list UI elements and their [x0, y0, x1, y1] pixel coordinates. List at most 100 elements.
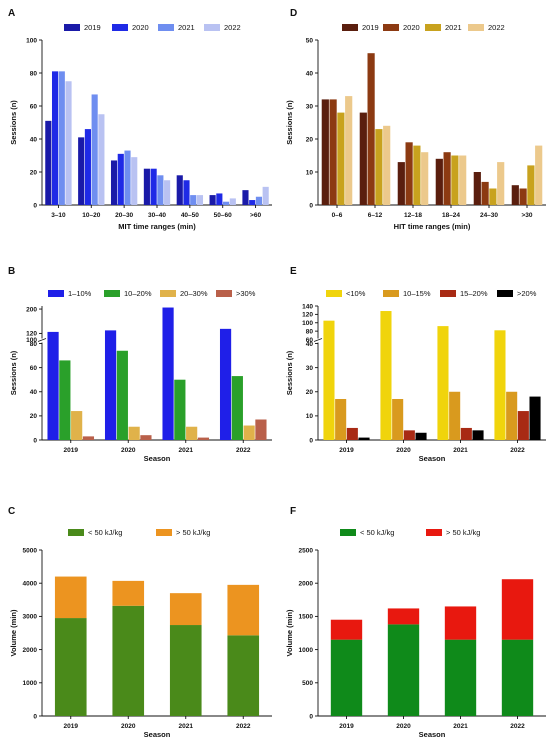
y-tick-label: 20: [306, 136, 314, 143]
bar-a-30–40-s0: [143, 168, 150, 205]
bar-a-10–20-s3: [98, 114, 105, 205]
axis-break-mark: [313, 338, 323, 342]
bar-e-2021-s1: [449, 391, 461, 440]
x-tick-label: 2019: [64, 723, 79, 730]
bar-a->60-s2: [255, 196, 263, 205]
x-axis-label: Season: [144, 454, 171, 463]
panel-d: D 0 10 20 30 40 50 0–6 6–12 12–18 18–24 24–30 >30 HIT…: [285, 8, 546, 231]
bar-e-2019-s1: [335, 398, 347, 440]
bar-e-2020-s1: [392, 398, 404, 440]
y-tick-label: 50: [306, 37, 314, 44]
bar-a-40–50-s3: [196, 195, 204, 205]
x-tick-label: 2020: [396, 447, 411, 454]
y-tick-label: 10: [306, 169, 314, 176]
bar-e-2022-s3: [529, 396, 541, 440]
bar-a->60-s0: [242, 190, 249, 205]
legend-label: 2019: [84, 23, 101, 32]
y-tick-label: 80: [306, 328, 314, 335]
bar-a-20–30-s3: [131, 157, 138, 205]
x-tick-label: 2019: [339, 723, 354, 730]
bar-e-2020-s0: [380, 311, 392, 440]
x-axis-label: Season: [419, 730, 446, 739]
bar-b-2022-s2: [243, 425, 255, 440]
legend-swatch: [158, 24, 174, 31]
legend-label: 20–30%: [180, 289, 208, 298]
bar-e-2022-s1: [506, 391, 518, 440]
bar-a-40–50-s1: [183, 180, 190, 205]
bar-f-2019-s1: [330, 619, 363, 640]
bar-b-2020-s1: [116, 350, 128, 440]
bar-a-3–10-s0: [45, 120, 52, 205]
y-tick-label: 200: [26, 306, 37, 313]
x-tick-label: >60: [250, 212, 261, 219]
legend-swatch: [468, 24, 484, 31]
x-axis-label: Season: [144, 730, 171, 739]
bar-f-2022-s1: [501, 579, 534, 640]
legend-label: 15–20%: [460, 289, 488, 298]
y-tick-label: 500: [302, 680, 313, 687]
y-tick-label: 60: [30, 103, 38, 110]
bar-a-30–40-s2: [157, 175, 164, 205]
x-tick-label: 3–10: [51, 212, 66, 219]
panel-label: C: [8, 506, 15, 517]
x-tick-label: 40–50: [181, 212, 199, 219]
bar-b-2019-s3: [82, 436, 95, 440]
x-tick-label: >30: [521, 212, 532, 219]
y-tick-label: 0: [309, 437, 313, 444]
x-tick-label: 2021: [453, 723, 468, 730]
y-tick-label: 1000: [299, 647, 314, 654]
bar-b-2022-s1: [231, 376, 243, 440]
bar-a-50–60-s2: [223, 201, 230, 205]
legend-swatch: [497, 290, 513, 297]
legend-swatch: [216, 290, 232, 297]
legend-label: > 50 kJ/kg: [446, 528, 480, 537]
x-tick-label: 50–60: [214, 212, 232, 219]
bar-a-10–20-s2: [91, 94, 98, 205]
y-tick-label: 2500: [299, 547, 314, 554]
legend-label: >30%: [236, 289, 256, 298]
bar-c-2021-s0: [169, 625, 202, 716]
y-tick-label: 4000: [23, 581, 38, 588]
bar-c-2021-s1: [169, 593, 202, 626]
y-tick-label: 20: [306, 389, 314, 396]
bar-b-2019-s2: [71, 411, 83, 440]
bar-f-2021-s1: [444, 606, 477, 640]
x-tick-label: 2019: [64, 447, 79, 454]
bar-b-2022-s3: [255, 419, 267, 440]
bar-c-2020-s1: [112, 580, 145, 606]
bar-d-12–18-s0: [397, 162, 405, 205]
y-tick-label: 20: [30, 413, 38, 420]
y-tick-label: 100: [26, 337, 37, 344]
bar-d-0–6-s2: [337, 112, 345, 205]
y-tick-label: 20: [30, 169, 38, 176]
y-axis-label: Sessions (n): [9, 100, 18, 145]
bar-a-20–30-s0: [110, 160, 118, 205]
y-tick-label: 120: [26, 331, 37, 338]
bar-e-2019-s2: [346, 427, 358, 440]
y-axis-label: Sessions (n): [285, 350, 294, 395]
bar-f-2021-s0: [444, 639, 477, 716]
axis-break: [314, 338, 322, 343]
x-tick-label: 2021: [179, 447, 194, 454]
bar-f-2022-s0: [501, 639, 534, 716]
bar-c-2020-s0: [112, 605, 145, 716]
legend-label: <10%: [346, 289, 366, 298]
y-tick-label: 2000: [23, 647, 38, 654]
y-axis-label: Volume (min): [285, 609, 294, 656]
bar-b-2020-s0: [104, 330, 117, 440]
y-tick-label: 100: [26, 37, 37, 44]
bar-d->30-s3: [535, 145, 543, 205]
bar-e-2019-s3: [358, 437, 370, 440]
x-tick-label: 12–18: [404, 212, 422, 219]
bar-b-2021-s0: [162, 307, 174, 440]
axis-break: [38, 338, 46, 343]
panel-f: F 0 500 1000 1500 2000 2500 2019 2020 2021 2022 Sea…: [285, 506, 546, 739]
legend-label: 2020: [132, 23, 149, 32]
x-tick-label: 2022: [236, 447, 251, 454]
x-tick-label: 18–24: [442, 212, 460, 219]
bar-b-2019-s1: [59, 360, 71, 440]
bar-d-12–18-s1: [405, 142, 413, 205]
x-axis-label: HIT time ranges (min): [394, 222, 471, 231]
legend-swatch: [112, 24, 128, 31]
